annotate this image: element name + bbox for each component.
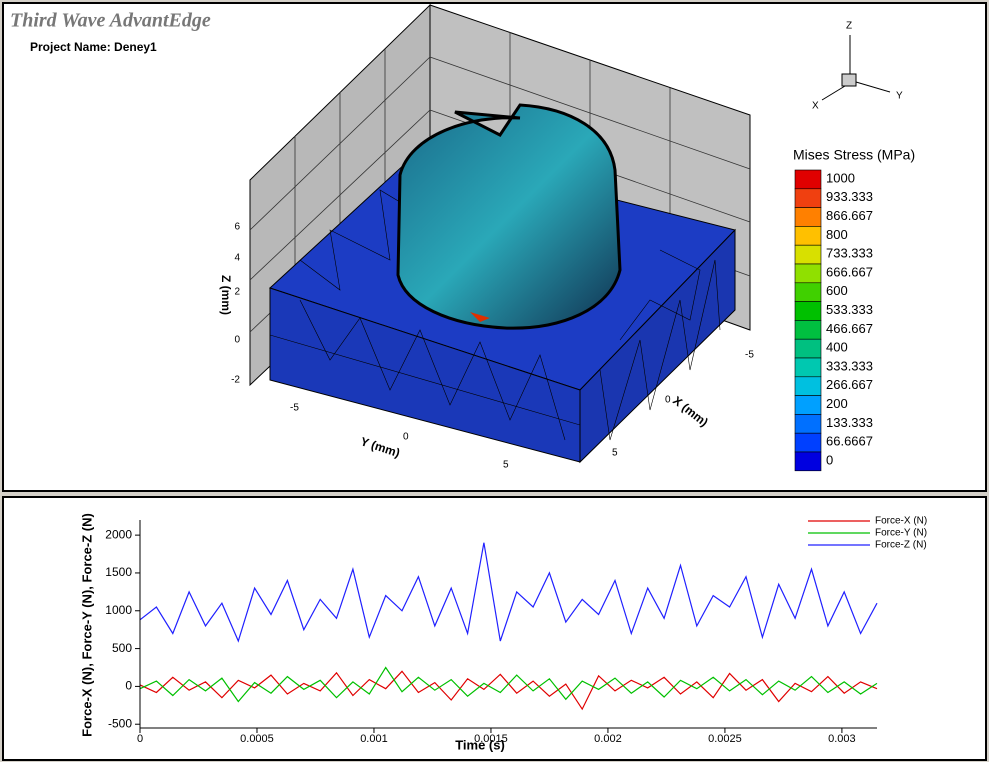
z-tick-label: -2 [231, 375, 240, 386]
legend-swatch [794, 244, 822, 265]
x-tick-label: 0.002 [594, 733, 622, 745]
legend-label: 1000 [826, 170, 855, 185]
z-tick-label: 4 [234, 253, 240, 264]
x-tick-label: 0.003 [828, 733, 856, 745]
y-tick-label: 1500 [105, 565, 132, 579]
legend-swatch [794, 338, 822, 359]
legend-swatch [794, 301, 822, 321]
app-title: Third Wave AdvantEdge [10, 10, 211, 32]
legend-label: Force-X (N) [875, 516, 927, 527]
y-tick-label: 2000 [105, 527, 132, 541]
x-axis-label: Time (s) [455, 737, 505, 752]
x-tick-label: 0.0015 [474, 733, 508, 745]
legend-label: 133.333 [826, 415, 873, 430]
legend-label: 800 [826, 227, 848, 242]
legend-swatch [794, 414, 822, 434]
legend-swatch [794, 169, 822, 190]
legend-title: Mises Stress (MPa) [793, 147, 915, 163]
x-tick-label: 0.0025 [708, 733, 742, 745]
legend-swatch [794, 451, 822, 472]
y-tick-label: 1000 [105, 603, 132, 617]
legend-swatch [794, 263, 822, 284]
legend-label: 0 [826, 452, 833, 467]
y-tick-label: 0 [125, 679, 132, 693]
y-tick-label: -500 [108, 716, 132, 730]
legend-label: 466.667 [826, 321, 873, 336]
legend-swatch [794, 188, 822, 208]
legend-swatch [794, 357, 822, 378]
tool [396, 103, 622, 330]
legend-label: 733.333 [826, 246, 873, 261]
triad-z: Z [846, 21, 852, 32]
legend-label: 333.333 [826, 358, 873, 373]
force-line [139, 666, 878, 703]
z-tick-label: 2 [234, 287, 240, 298]
y-tick-label: 5 [503, 460, 509, 471]
legend-label: 666.667 [826, 264, 873, 279]
legend-label: 66.6667 [826, 434, 873, 449]
stress-legend: 1000 933.333 866.667 800 733.333 666.667 600 53… [794, 169, 873, 472]
legend-label: 866.667 [826, 208, 873, 223]
legend-label: 400 [826, 340, 848, 355]
triad [821, 35, 891, 101]
y-tick-label: 0 [403, 432, 409, 443]
legend-label: 933.333 [826, 189, 873, 204]
triad-y: Y [896, 91, 903, 102]
z-tick-label: 6 [234, 222, 240, 233]
legend-label: 266.667 [826, 377, 873, 392]
x-tick-label: 0 [665, 395, 671, 406]
force-chart: -500 0 500 1000 1500 2000 0 0.0005 0.001 0.0015 0.… [79, 513, 927, 752]
y-tick-label: 500 [112, 641, 132, 655]
project-name: Project Name: Deney1 [30, 40, 157, 54]
hot-spot [470, 312, 490, 322]
legend-swatch [794, 320, 822, 340]
legend-swatch [794, 207, 822, 227]
legend-label: Force-Z (N) [875, 540, 927, 551]
x-tick-label: 0.0005 [240, 733, 274, 745]
legend-label: 600 [826, 283, 848, 298]
x-tick-label: 0 [137, 733, 143, 745]
legend-swatch [794, 376, 822, 396]
x-tick-label: -5 [745, 350, 754, 361]
legend-swatch [794, 282, 822, 302]
triad-x: X [812, 101, 819, 112]
x-tick-label: 5 [612, 448, 618, 459]
legend-swatch [794, 395, 822, 415]
y-axis-label: Force-X (N), Force-Y (N), Force-Z (N) [79, 513, 94, 737]
legend-label: Force-Y (N) [875, 528, 927, 539]
legend-label: 533.333 [826, 302, 873, 317]
chart-panel [2, 496, 987, 761]
legend-swatch [794, 226, 822, 246]
z-axis-label: Z (mm) [219, 275, 233, 315]
force-line [139, 542, 878, 643]
z-tick-label: 0 [234, 335, 240, 346]
legend-swatch [794, 432, 822, 453]
y-tick-label: -5 [290, 403, 299, 414]
legend-label: 200 [826, 396, 848, 411]
x-tick-label: 0.001 [360, 733, 388, 745]
